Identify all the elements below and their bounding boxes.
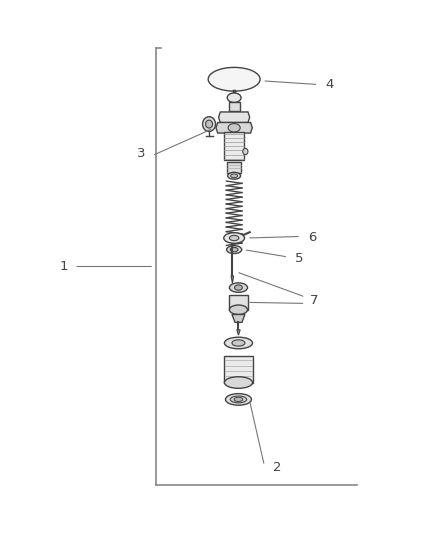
Ellipse shape xyxy=(230,283,247,292)
Ellipse shape xyxy=(226,393,251,405)
Ellipse shape xyxy=(232,340,245,346)
Bar xyxy=(230,295,247,310)
Polygon shape xyxy=(232,314,245,322)
Ellipse shape xyxy=(228,124,240,132)
Ellipse shape xyxy=(202,117,215,132)
Ellipse shape xyxy=(224,377,253,389)
Bar xyxy=(224,356,253,383)
Ellipse shape xyxy=(230,247,238,252)
Text: 6: 6 xyxy=(308,231,316,244)
Ellipse shape xyxy=(234,397,243,401)
Ellipse shape xyxy=(226,246,242,254)
Text: 1: 1 xyxy=(59,260,67,273)
Ellipse shape xyxy=(235,285,242,290)
Bar xyxy=(227,162,241,173)
Ellipse shape xyxy=(230,305,247,314)
Text: 5: 5 xyxy=(295,252,303,265)
Ellipse shape xyxy=(227,93,241,102)
Polygon shape xyxy=(216,123,252,133)
Ellipse shape xyxy=(231,174,237,177)
Bar xyxy=(229,102,240,111)
Ellipse shape xyxy=(228,172,240,179)
Text: 2: 2 xyxy=(273,462,282,474)
Text: 7: 7 xyxy=(310,294,318,308)
Ellipse shape xyxy=(230,236,239,241)
Text: 4: 4 xyxy=(325,78,333,91)
Bar xyxy=(224,132,244,160)
Ellipse shape xyxy=(208,67,260,91)
Text: 3: 3 xyxy=(137,147,145,159)
Ellipse shape xyxy=(224,337,253,349)
Polygon shape xyxy=(231,276,234,284)
Polygon shape xyxy=(237,330,240,335)
Ellipse shape xyxy=(243,148,248,155)
Ellipse shape xyxy=(230,396,247,403)
Ellipse shape xyxy=(224,233,244,243)
Ellipse shape xyxy=(205,120,212,128)
Polygon shape xyxy=(219,112,250,123)
